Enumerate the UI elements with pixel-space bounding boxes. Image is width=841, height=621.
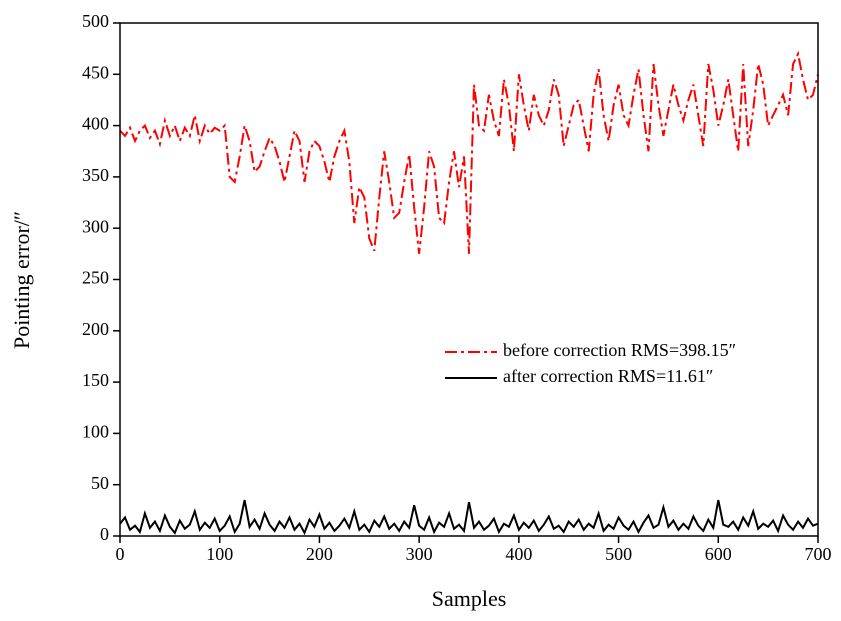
y-tick-label: 500 [82,11,109,31]
x-tick-label: 600 [705,544,732,564]
x-tick-label: 400 [505,544,532,564]
x-tick-label: 100 [206,544,233,564]
data-line [119,499,819,536]
y-tick-label: 250 [82,268,109,288]
y-axis-label: Pointing error/″ [9,211,34,349]
y-tick-label: 300 [82,216,109,236]
x-tick-label: 700 [805,544,832,564]
x-tick-label: 200 [306,544,333,564]
legend-label: after correction RMS=11.61″ [503,366,713,386]
y-tick-label: 0 [100,524,109,544]
y-tick-label: 100 [82,422,109,442]
x-tick-label: 300 [406,544,433,564]
y-tick-label: 150 [82,370,109,390]
data-line [119,50,819,254]
y-tick-label: 50 [91,473,109,493]
x-tick-label: 500 [605,544,632,564]
y-tick-label: 400 [82,114,109,134]
x-axis-label: Samples [432,586,507,611]
y-tick-label: 200 [82,319,109,339]
plot-frame [119,22,819,537]
y-tick-label: 350 [82,165,109,185]
x-tick-label: 0 [116,544,125,564]
y-tick-label: 450 [82,62,109,82]
legend-label: before correction RMS=398.15″ [503,340,736,360]
